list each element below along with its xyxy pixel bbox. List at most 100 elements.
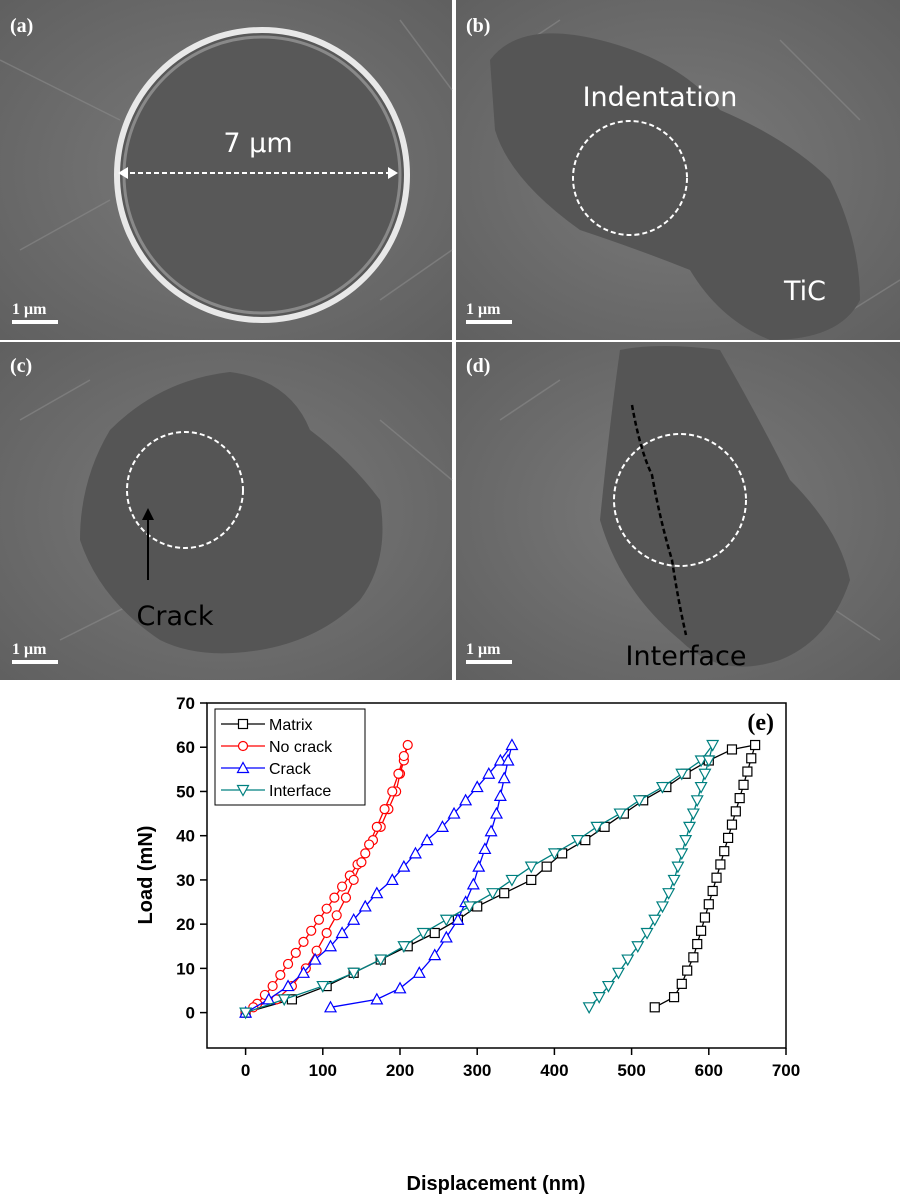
marker [380,805,389,814]
marker [692,796,703,806]
marker [632,942,643,952]
y-tick-label: 50 [176,782,195,801]
legend-label: Crack [269,761,312,778]
marker [642,929,653,939]
marker [727,745,736,754]
marker [696,783,707,793]
y-tick-label: 10 [176,959,195,978]
marker [650,1003,659,1012]
y-tick-label: 0 [186,1004,195,1023]
annotation: TiC [783,276,826,307]
marker [403,741,412,750]
marker [663,889,674,899]
marker [708,886,717,895]
marker [500,889,509,898]
y-tick-label: 20 [176,915,195,934]
marker [751,741,760,750]
marker [684,822,695,832]
marker [506,875,517,885]
y-tick-label: 40 [176,827,195,846]
marker [341,893,350,902]
marker [441,932,452,942]
indent-pit [117,30,407,320]
x-tick-label: 200 [386,1061,414,1080]
marker [239,742,248,751]
marker [361,849,370,858]
scale-bar-label: 1 μm [12,641,47,658]
marker [669,875,680,885]
marker [672,862,683,872]
x-tick-label: 400 [540,1061,568,1080]
marker [394,769,403,778]
marker [372,822,381,831]
y-axis-label: Load (mN) [135,826,157,925]
annotation: Indentation [583,82,738,113]
marker [677,979,686,988]
marker [700,913,709,922]
y-tick-label: 60 [176,738,195,757]
marker [239,720,248,729]
marker [727,820,736,829]
marker [479,843,490,853]
legend-label: Interface [269,783,331,800]
scale-bar-label: 1 μm [466,301,501,318]
marker [365,840,374,849]
marker [506,740,517,750]
marker [731,807,740,816]
marker [291,948,300,957]
marker [322,904,331,913]
marker [683,966,692,975]
scale-bar-label: 1 μm [12,301,47,318]
marker [747,754,756,763]
marker [284,959,293,968]
x-tick-label: 600 [695,1061,723,1080]
annotation: Crack [137,601,214,632]
marker [707,741,718,751]
marker [526,862,537,872]
x-tick-label: 500 [617,1061,645,1080]
marker [622,955,633,965]
marker [314,915,323,924]
marker [613,968,624,978]
marker [542,862,551,871]
marker [689,953,698,962]
marker [349,875,358,884]
marker [676,849,687,859]
marker [724,833,733,842]
marker [332,911,341,920]
marker [388,787,397,796]
marker [527,875,536,884]
panel-label: (a) [10,15,33,37]
marker [395,983,406,993]
marker [399,752,408,761]
marker [338,882,347,891]
marker [312,946,321,955]
marker [735,794,744,803]
y-tick-label: 30 [176,871,195,890]
scale-bar [12,320,58,324]
x-tick-label: 0 [241,1061,250,1080]
marker [503,755,514,765]
legend-label: Matrix [269,717,313,734]
marker [720,847,729,856]
marker [743,767,752,776]
marker [268,982,277,991]
marker [693,940,702,949]
panel-label: (e) [747,710,774,736]
marker [491,808,502,818]
x-tick-label: 700 [772,1061,800,1080]
marker [276,971,285,980]
figure: (a) (b) (c) (d) 1 μm 1 μm 1 μm 1 μm 7 μm… [0,0,900,1202]
scale-bar [466,320,512,324]
panel-label: (c) [10,355,32,377]
x-tick-label: 300 [463,1061,491,1080]
marker [499,773,510,783]
marker [495,790,506,800]
x-axis-label: Displacement (nm) [407,1173,586,1195]
marker [739,780,748,789]
panel-label: (d) [466,355,490,377]
marker [486,826,497,836]
marker [680,836,691,846]
x-tick-label: 100 [309,1061,337,1080]
annotation: 7 μm [223,128,292,159]
